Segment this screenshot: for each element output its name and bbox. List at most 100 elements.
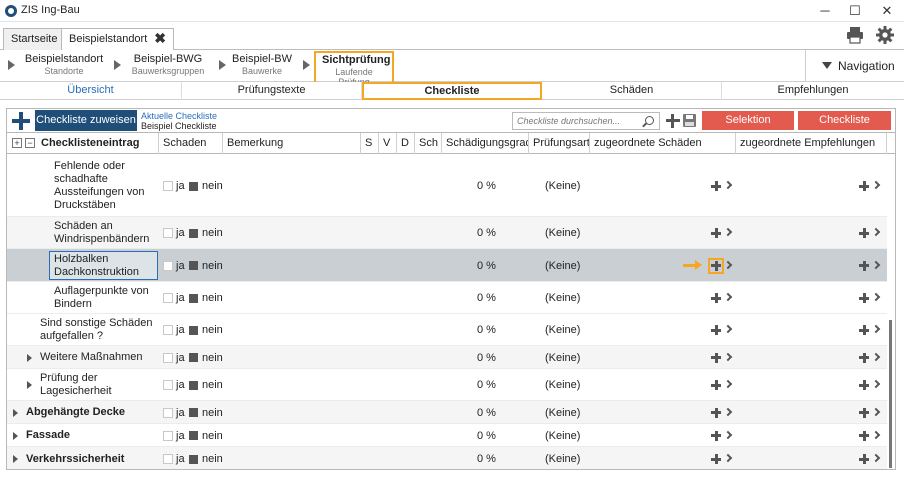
damage-yes-checkbox[interactable] xyxy=(163,325,173,335)
column-header-s[interactable]: S xyxy=(361,133,379,154)
column-header-degree[interactable]: Schädigungsgrad xyxy=(442,133,529,154)
damage-yes-checkbox[interactable] xyxy=(163,454,173,464)
add-damage-icon[interactable] xyxy=(711,228,721,238)
open-recommendations-chevron-icon[interactable] xyxy=(871,227,881,237)
column-header-damages[interactable]: zugeordnete Schäden xyxy=(590,133,736,154)
open-recommendations-chevron-icon[interactable] xyxy=(871,352,881,361)
damage-no-indicator[interactable] xyxy=(189,353,198,362)
open-recommendations-chevron-icon[interactable] xyxy=(871,379,881,389)
open-damages-chevron-icon[interactable] xyxy=(723,324,733,334)
column-header-damage[interactable]: Schaden xyxy=(159,133,223,154)
open-damages-chevron-icon[interactable] xyxy=(723,352,733,361)
add-recommendation-icon[interactable] xyxy=(859,407,869,418)
add-damage-icon[interactable] xyxy=(711,260,721,271)
scrollbar-thumb[interactable] xyxy=(889,320,892,468)
add-checklist-icon[interactable] xyxy=(11,111,31,131)
add-damage-icon[interactable] xyxy=(711,293,721,303)
open-damages-chevron-icon[interactable] xyxy=(723,180,733,190)
open-damages-chevron-icon[interactable] xyxy=(723,260,733,269)
open-recommendations-chevron-icon[interactable] xyxy=(871,430,881,439)
tab-pruefungstexte[interactable]: Prüfungstexte xyxy=(182,82,362,100)
add-damage-icon[interactable] xyxy=(711,325,721,335)
remove-selection-button[interactable]: Selektion entfernen xyxy=(702,111,794,145)
column-header-entry[interactable]: Checklisteneintrag xyxy=(37,133,159,154)
expand-all-icon[interactable]: + xyxy=(12,138,22,148)
damage-yes-checkbox[interactable] xyxy=(163,380,173,390)
table-row[interactable]: Abgehängte Decke ja nein 0 % (Keine) xyxy=(7,401,887,424)
table-row[interactable]: Fassade ja nein 0 % (Keine) xyxy=(7,424,887,447)
column-header-remark[interactable]: Bemerkung xyxy=(223,133,361,154)
open-damages-chevron-icon[interactable] xyxy=(723,292,733,302)
damage-yes-checkbox[interactable] xyxy=(163,228,173,238)
add-recommendation-icon[interactable] xyxy=(859,293,869,303)
add-damage-icon[interactable] xyxy=(711,407,721,418)
entry-cell[interactable] xyxy=(49,251,158,280)
minimize-button[interactable]: ─ xyxy=(820,3,830,18)
maximize-button[interactable]: ☐ xyxy=(849,3,861,18)
open-recommendations-chevron-icon[interactable] xyxy=(871,180,881,190)
damage-no-indicator[interactable] xyxy=(189,431,198,440)
add-recommendation-icon[interactable] xyxy=(859,260,869,271)
tab-empfehlungen[interactable]: Empfehlungen xyxy=(777,84,849,96)
breadcrumb-item-bw[interactable]: Beispiel-BW Bauwerke xyxy=(231,53,293,76)
table-row[interactable]: Holzbalken Dachkonstruktion ja nein 0 % (Kein… xyxy=(7,249,887,282)
damage-no-indicator[interactable] xyxy=(189,261,198,270)
assign-checklist-button[interactable]: Checkliste zuweisen xyxy=(35,110,137,131)
checklist-search-input[interactable] xyxy=(512,112,660,130)
save-icon[interactable] xyxy=(683,114,696,127)
search-icon[interactable] xyxy=(645,116,654,125)
add-recommendation-icon[interactable] xyxy=(859,352,869,363)
table-row[interactable]: Fehlende oder schadhafte Aussteifungen von… xyxy=(7,155,887,217)
damage-no-indicator[interactable] xyxy=(189,325,198,335)
tab-uebersicht[interactable]: Übersicht xyxy=(0,82,182,100)
tab-checkliste[interactable]: Checkliste xyxy=(362,82,542,100)
damage-yes-checkbox[interactable] xyxy=(163,260,173,271)
damage-no-indicator[interactable] xyxy=(189,408,198,417)
add-damage-icon[interactable] xyxy=(711,352,721,363)
add-damage-icon[interactable] xyxy=(711,454,721,464)
add-recommendation-icon[interactable] xyxy=(859,430,869,441)
table-row[interactable]: Verkehrssicherheit ja nein 0 % (Keine) xyxy=(7,447,887,469)
collapse-all-icon[interactable]: − xyxy=(25,138,35,148)
damage-no-indicator[interactable] xyxy=(189,454,198,464)
damage-no-indicator[interactable] xyxy=(189,293,198,303)
open-damages-chevron-icon[interactable] xyxy=(723,430,733,439)
breadcrumb-item-bwg[interactable]: Beispiel-BWG Bauwerksgruppen xyxy=(129,53,207,76)
table-row[interactable]: Schäden an Windrispenbändern ja nein 0 % (Kei… xyxy=(7,217,887,249)
open-recommendations-chevron-icon[interactable] xyxy=(871,292,881,302)
expand-row-icon[interactable] xyxy=(13,431,18,440)
column-header-sch[interactable]: Sch xyxy=(415,133,442,154)
table-row[interactable]: Weitere Maßnahmen ja nein 0 % (Keine) xyxy=(7,346,887,369)
add-damage-icon[interactable] xyxy=(711,181,721,191)
open-damages-chevron-icon[interactable] xyxy=(723,407,733,416)
navigation-button[interactable]: Navigation xyxy=(805,50,904,82)
table-row[interactable]: Sind sonstige Schäden aufgefallen ? ja nein… xyxy=(7,314,887,346)
damage-yes-checkbox[interactable] xyxy=(163,352,173,363)
add-recommendation-icon[interactable] xyxy=(859,380,869,390)
open-damages-chevron-icon[interactable] xyxy=(723,379,733,389)
column-header-d[interactable]: D xyxy=(397,133,415,154)
column-header-v[interactable]: V xyxy=(379,133,397,154)
expand-row-icon[interactable] xyxy=(27,353,32,362)
tab-beispielstandort[interactable]: Beispielstandort ✖ xyxy=(61,28,175,51)
expand-row-icon[interactable] xyxy=(27,381,32,389)
close-window-button[interactable]: ✕ xyxy=(881,3,893,18)
expand-row-icon[interactable] xyxy=(13,408,18,417)
add-damage-icon[interactable] xyxy=(711,430,721,441)
damage-no-indicator[interactable] xyxy=(189,380,198,390)
open-damages-chevron-icon[interactable] xyxy=(723,227,733,237)
tab-startseite[interactable]: Startseite xyxy=(3,28,66,50)
print-button[interactable] xyxy=(846,26,864,44)
open-damages-chevron-icon[interactable] xyxy=(723,453,733,463)
vertical-scrollbar[interactable] xyxy=(887,155,895,469)
add-recommendation-icon[interactable] xyxy=(859,325,869,335)
add-entry-icon[interactable] xyxy=(666,114,680,128)
add-recommendation-icon[interactable] xyxy=(859,454,869,464)
damage-yes-checkbox[interactable] xyxy=(163,407,173,418)
breadcrumb-item-standort[interactable]: Beispielstandort Standorte xyxy=(24,53,104,76)
tab-schaeden[interactable]: Schäden xyxy=(542,82,722,100)
expand-row-icon[interactable] xyxy=(13,455,18,463)
column-header-recommendations[interactable]: zugeordnete Empfehlungen xyxy=(736,133,887,154)
damage-no-indicator[interactable] xyxy=(189,181,198,191)
open-recommendations-chevron-icon[interactable] xyxy=(871,260,881,269)
